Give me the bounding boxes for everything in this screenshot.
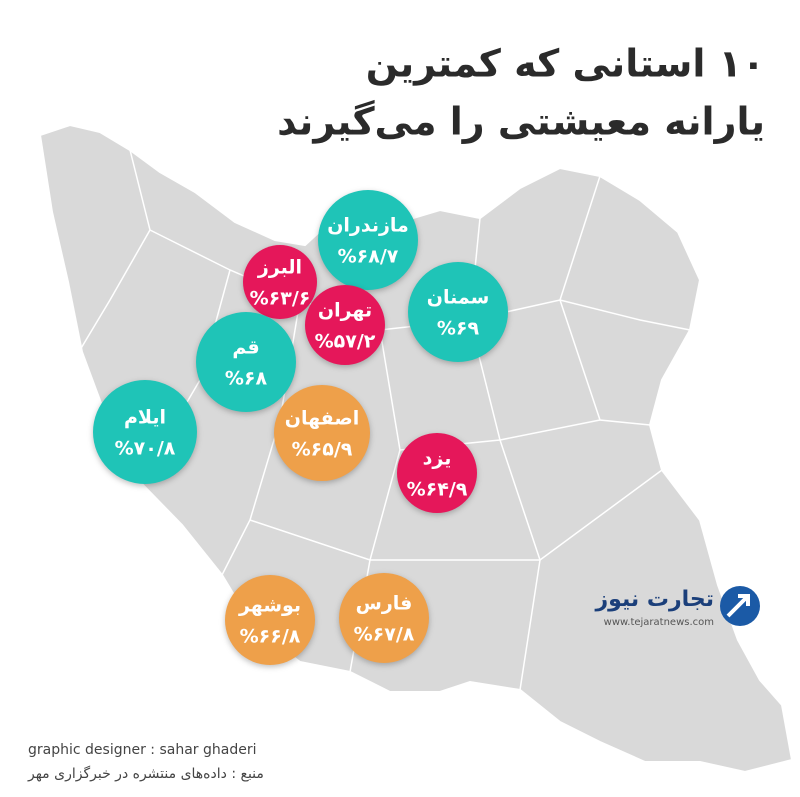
province-bubble	[397, 433, 477, 513]
province-name: مازندران	[327, 215, 409, 237]
province-bubble	[274, 385, 370, 481]
title-line-2: یارانه معیشتی را می‌گیرند	[277, 100, 765, 144]
bubbles: مازندران %۶۸/۷ البرز %۶۳/۶ سمنان %۶۹ تهران %۵۷/…	[93, 190, 508, 665]
province-name: البرز	[257, 257, 302, 279]
logo-arrow	[726, 594, 750, 618]
province-value: %۶۴/۹	[407, 479, 468, 501]
logo-name: تجارت نیوز	[594, 587, 714, 612]
province-name: فارس	[356, 593, 413, 615]
province-value: %۷۰/۸	[115, 438, 176, 460]
province-bubble	[225, 575, 315, 665]
province-name: قم	[232, 337, 259, 359]
logo: تجارت نیوز www.tejaratnews.com	[594, 586, 760, 628]
province-value: %۶۷/۸	[354, 624, 415, 646]
province-bubble	[243, 245, 317, 319]
province-value: %۶۹	[437, 318, 480, 340]
province-bubble	[305, 285, 385, 365]
province-name: سمنان	[427, 287, 490, 309]
province-name: بوشهر	[238, 595, 301, 617]
province-bubble	[196, 312, 296, 412]
province-name: اصفهان	[285, 408, 359, 430]
province-bubble	[318, 190, 418, 290]
province-bubble	[93, 380, 197, 484]
logo-url: www.tejaratnews.com	[604, 617, 714, 628]
province-name: یزد	[423, 448, 452, 470]
province-value: %۶۶/۸	[240, 626, 301, 648]
province-value: %۵۷/۲	[315, 331, 376, 353]
province-value: %۶۸	[225, 368, 268, 390]
title-line-1: ۱۰ استانی که کمترین	[366, 42, 765, 86]
province-value: %۶۵/۹	[292, 439, 353, 461]
source: منبع : داده‌های منتشره در خبرگزاری مهر	[27, 765, 264, 782]
province-value: %۶۸/۷	[338, 246, 399, 268]
province-name: ایلام	[124, 407, 166, 429]
province-name: تهران	[318, 300, 372, 322]
province-bubble	[408, 262, 508, 362]
province-bubble	[339, 573, 429, 663]
province-value: %۶۳/۶	[250, 288, 311, 310]
designer: graphic designer : sahar ghaderi	[28, 742, 256, 758]
